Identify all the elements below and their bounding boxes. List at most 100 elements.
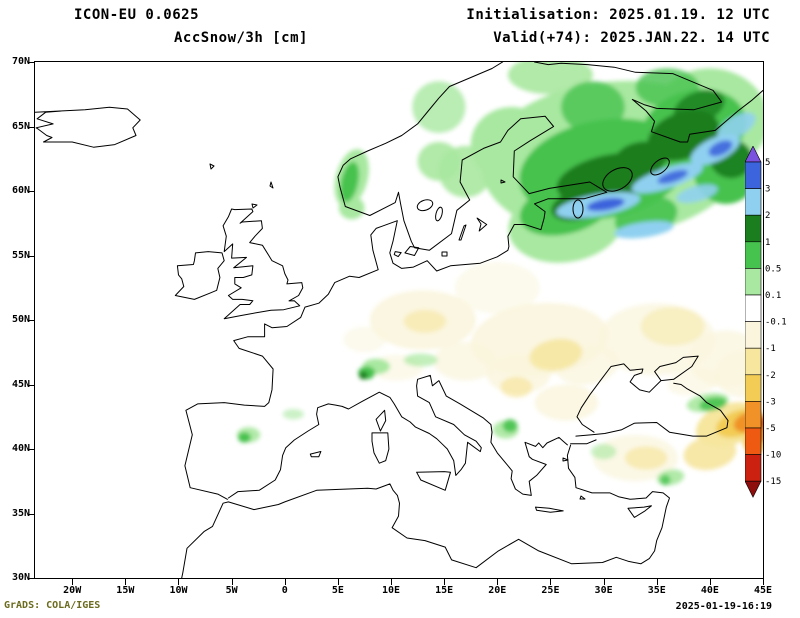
lon-axis-tick <box>391 579 393 585</box>
grads-credit: GrADS: COLA/IGES <box>4 600 101 611</box>
snow-shading-blob <box>614 221 674 239</box>
lat-axis-label: 30N <box>11 572 30 583</box>
snow-shading-layer <box>236 62 763 486</box>
snow-shading-blob <box>667 368 721 396</box>
snow-shading-blob <box>340 161 359 203</box>
snow-shading-blob <box>403 309 447 333</box>
colorbar-arrow-up <box>744 145 762 163</box>
lakes <box>416 157 670 222</box>
colorbar-tick-label: -2 <box>765 371 776 381</box>
lon-axis-tick <box>444 579 446 585</box>
colorbar-tick-label: 0.5 <box>765 264 781 274</box>
lon-axis-tick <box>550 579 552 585</box>
colorbar-tick-label: 0.1 <box>765 291 781 301</box>
colorbar-segment <box>744 427 762 455</box>
snow-shading-blob <box>708 140 733 157</box>
lon-axis-tick <box>178 579 180 585</box>
colorbar-segment <box>744 214 762 243</box>
snow-shading-blob <box>529 338 583 371</box>
coastline-britain <box>222 208 304 320</box>
init-time-label: Initialisation: 2025.01.19. 12 UTC <box>466 7 770 23</box>
colorbar-tick-label: -0.1 <box>765 318 787 328</box>
snow-shading-blob <box>282 409 304 420</box>
lat-axis-tick <box>28 255 34 257</box>
map-canvas <box>35 62 763 578</box>
valid-time-label: Valid(+74): 2025.JAN.22. 14 UTC <box>493 30 770 46</box>
colorbar-tick-label: 1 <box>765 238 770 248</box>
lat-axis-label: 35N <box>11 507 30 519</box>
lat-axis-label: 40N <box>11 443 30 454</box>
lat-axis-tick <box>28 513 34 515</box>
snow-shading-blob <box>343 326 386 353</box>
snow-shading-blob <box>561 81 625 133</box>
snow-shading-blob <box>412 81 466 133</box>
lon-axis-tick <box>603 579 605 585</box>
colorbar-tick-label: 3 <box>765 185 770 195</box>
snow-shading-blob <box>586 197 625 212</box>
lat-axis-tick <box>28 449 34 450</box>
lon-axis-tick <box>72 579 74 585</box>
coastline-mediterranean <box>227 355 729 499</box>
lon-axis-label: 25E <box>541 585 560 596</box>
lat-axis-tick <box>28 578 34 579</box>
lat-axis-label: 70N <box>11 56 30 67</box>
lat-axis-tick <box>28 62 34 63</box>
lat-axis-tick <box>28 320 34 321</box>
coastlines-layer <box>35 62 763 578</box>
coastline-ireland <box>174 251 225 300</box>
snow-shading-blob <box>659 474 671 486</box>
colorbar-tick-label: -3 <box>765 397 776 407</box>
snow-shading-blob <box>238 432 251 443</box>
lat-axis-tick <box>28 126 34 128</box>
lon-axis-label: 20E <box>488 585 507 596</box>
snow-shading-blob <box>676 184 718 203</box>
lon-axis-label: 40E <box>700 585 719 596</box>
snow-shading-blob <box>614 141 668 176</box>
snow-shading-blob <box>359 371 368 380</box>
creation-timestamp: 2025-01-19-16:19 <box>675 601 772 612</box>
colorbar-segment <box>744 401 762 429</box>
colorbar-segment <box>744 294 762 322</box>
snow-shading-blob <box>403 353 438 367</box>
lat-axis-label: 45N <box>11 378 30 390</box>
coastline-africa-levant <box>181 444 670 578</box>
variable-title: AccSnow/3h [cm] <box>174 30 308 46</box>
colorbar-segment <box>744 454 762 482</box>
lon-axis-label: 10E <box>381 585 401 596</box>
lon-axis-tick <box>709 579 711 585</box>
colorbar-segment <box>744 161 762 189</box>
lon-axis-tick <box>656 579 658 585</box>
snow-shading-blob <box>673 89 725 125</box>
colorbar-segment <box>744 241 762 269</box>
coastline-mainland <box>184 62 608 500</box>
lon-axis-label: 15W <box>116 585 135 596</box>
colorbar-tick-label: -5 <box>765 424 776 434</box>
lon-axis-label: 15E <box>435 585 454 596</box>
colorbar-tick-label: -1 <box>765 344 776 354</box>
colorbar-svg: 5 3 2 1 0.5 0.1 -0.1 -1 -2 -3 -5 -10 -15 <box>744 145 787 498</box>
snow-shading-blob <box>717 112 756 141</box>
lon-axis-label: 5W <box>225 585 238 596</box>
lon-axis-label: 10W <box>169 585 188 596</box>
snow-shading-blob <box>640 307 705 346</box>
colorbar-tick-label: 2 <box>765 211 770 221</box>
snow-shading-blob <box>507 62 593 95</box>
colorbar-segment <box>744 268 762 296</box>
snow-shading-blob <box>454 262 540 314</box>
lon-axis-label: 20W <box>63 585 82 596</box>
lon-axis-tick <box>763 579 764 585</box>
snow-shading-blob <box>624 446 668 470</box>
europe-map <box>35 62 763 578</box>
lat-axis-label: 55N <box>11 249 30 261</box>
coastline-white-sea <box>534 62 763 143</box>
lon-axis-tick <box>337 579 339 585</box>
snow-shading-blob <box>500 376 533 398</box>
lon-axis-tick <box>284 579 286 585</box>
lon-axis-tick <box>231 579 233 585</box>
snow-shading-blob <box>417 141 461 181</box>
snow-shading-blob <box>657 169 688 184</box>
colorbar-tick-label: 5 <box>765 158 770 168</box>
snow-shading-blob <box>433 341 498 381</box>
model-title: ICON-EU 0.0625 <box>74 7 200 23</box>
lon-axis-tick <box>497 579 499 585</box>
